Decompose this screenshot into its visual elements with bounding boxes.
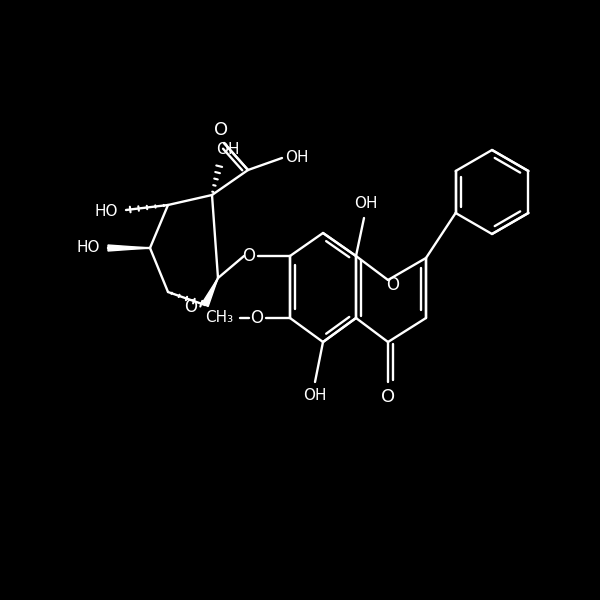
Text: O: O	[242, 247, 256, 265]
Text: OH: OH	[216, 142, 240, 157]
Text: O: O	[251, 309, 263, 327]
Text: O: O	[185, 298, 197, 316]
Polygon shape	[202, 278, 218, 307]
Text: O: O	[214, 121, 228, 139]
Text: O: O	[386, 276, 400, 294]
Text: OH: OH	[285, 151, 309, 166]
Text: HO: HO	[94, 205, 118, 220]
Text: OH: OH	[354, 196, 378, 211]
Text: OH: OH	[303, 389, 327, 403]
Text: HO: HO	[76, 241, 100, 256]
Text: O: O	[381, 388, 395, 406]
Polygon shape	[108, 245, 150, 251]
Text: CH₃: CH₃	[205, 311, 233, 325]
